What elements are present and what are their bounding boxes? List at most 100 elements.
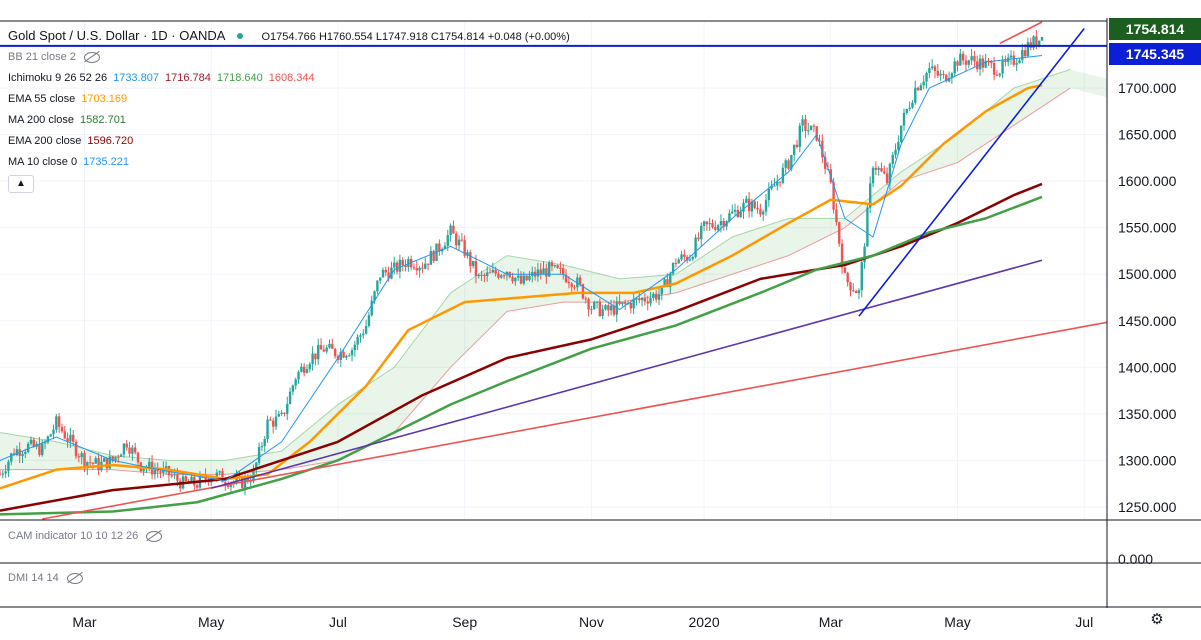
candle-body [471, 261, 475, 266]
candle-body [629, 302, 633, 309]
candle-body [908, 107, 911, 110]
candle-body [556, 265, 559, 268]
candle-body [190, 476, 193, 484]
candle-body [776, 181, 779, 186]
indicator-legend-row[interactable]: EMA 55 close 1703.169 [8, 93, 127, 105]
trendline[interactable] [999, 21, 1043, 45]
candle-body [956, 61, 959, 66]
candle-body [41, 443, 44, 455]
candle-body [1001, 60, 1004, 74]
time-axis[interactable]: Mar May Jul Sep Nov 2020 Mar May Jul [72, 614, 1093, 630]
indicator-value: 1733.807 [113, 72, 159, 84]
candle-body [770, 185, 773, 189]
x-tick-label: May [198, 614, 224, 630]
candle-body [567, 282, 571, 284]
x-tick-label: May [944, 614, 970, 630]
candle-body [846, 272, 849, 283]
candle-body [105, 458, 109, 469]
candle-body [159, 471, 162, 473]
candle-body [756, 207, 759, 210]
hidden-eye-icon[interactable] [146, 530, 163, 542]
candle-body [455, 233, 458, 246]
candle-body [69, 434, 72, 442]
x-tick-label: Jul [1075, 614, 1093, 630]
candle-body [573, 287, 576, 289]
candle-body [863, 246, 866, 263]
x-tick-label: 2020 [688, 614, 719, 630]
candle-body [1023, 50, 1027, 57]
candle-body [598, 301, 602, 317]
candle-body [683, 254, 686, 257]
candle-body [283, 412, 286, 414]
candle-body [24, 451, 27, 454]
candle-body [415, 268, 418, 271]
indicator-legend-row[interactable]: BB 21 close 2 [8, 51, 100, 63]
candle-body [939, 73, 942, 76]
candle-body [519, 275, 523, 284]
candle-body [88, 462, 92, 464]
candle-body [899, 125, 903, 142]
candle-body [314, 353, 317, 360]
candle-body [280, 412, 283, 414]
candle-body [10, 453, 13, 462]
candle-body [466, 252, 469, 256]
candle-body [671, 262, 675, 274]
candle-body [604, 305, 607, 310]
candle-body [638, 298, 641, 301]
candle-body [922, 81, 925, 86]
candle-body [739, 211, 742, 218]
candle-body [474, 261, 478, 277]
cloud-segment [337, 367, 395, 461]
price-axis[interactable]: 1250.000 1300.000 1350.000 1400.000 1450.000… [1118, 80, 1177, 515]
hidden-eye-icon[interactable] [66, 572, 83, 584]
candle-body [286, 404, 289, 414]
candle-body [317, 345, 320, 360]
trendline[interactable] [211, 259, 1043, 490]
candle-body [925, 72, 928, 82]
candle-body [947, 77, 951, 82]
candle-body [877, 168, 880, 170]
candle-body [860, 262, 863, 291]
indicator-legend-row[interactable]: Ichimoku 9 26 52 26 1733.807 1716.784 1718.… [8, 72, 315, 84]
dmi-label-text: DMI 14 14 [8, 572, 59, 584]
x-tick-label: Jul [329, 614, 347, 630]
candle-body [663, 279, 666, 287]
candle-body [733, 209, 737, 212]
cloud-segment [225, 451, 282, 475]
candle-body [1037, 40, 1041, 46]
candle-body [49, 434, 52, 437]
indicator-legend-row[interactable]: MA 200 close 1582.701 [8, 114, 126, 126]
cam-indicator-label[interactable]: CAM indicator 10 10 12 26 [8, 530, 163, 542]
candle-body [311, 353, 314, 365]
candle-body [584, 298, 587, 300]
candle-body [669, 273, 672, 288]
candle-body [823, 157, 827, 169]
dmi-indicator-label[interactable]: DMI 14 14 [8, 572, 83, 584]
candle-body [429, 251, 433, 265]
indicator-legend-row[interactable]: EMA 200 close 1596.720 [8, 135, 133, 147]
indicator-value: 1735.221 [83, 156, 129, 168]
candle-body [674, 262, 678, 264]
y-tick-label: 1700.000 [1118, 80, 1177, 96]
settings-gear-icon[interactable]: ⚙ [1150, 611, 1164, 628]
candle-body [795, 144, 799, 147]
candle-body [576, 277, 579, 288]
indicator-legend-row[interactable]: MA 10 close 0 1735.221 [8, 156, 129, 168]
x-tick-label: Sep [452, 614, 477, 630]
indicator-label: BB 21 close 2 [8, 51, 76, 63]
symbol-title[interactable]: Gold Spot / U.S. Dollar · 1D · OANDA [8, 28, 226, 43]
candle-body [226, 484, 230, 487]
candle-body [291, 385, 295, 392]
candle-body [136, 452, 140, 463]
collapse-legend-button[interactable]: ▲ [8, 175, 34, 193]
candle-body [894, 149, 897, 155]
candle-body [469, 252, 472, 266]
candle-body [271, 420, 275, 427]
candle-body [300, 366, 303, 372]
y-tick-label: 1300.000 [1118, 452, 1177, 468]
candle-body [1040, 37, 1044, 41]
trendline[interactable] [858, 28, 1085, 317]
candle-body [229, 483, 233, 487]
hidden-eye-icon[interactable] [83, 51, 100, 63]
